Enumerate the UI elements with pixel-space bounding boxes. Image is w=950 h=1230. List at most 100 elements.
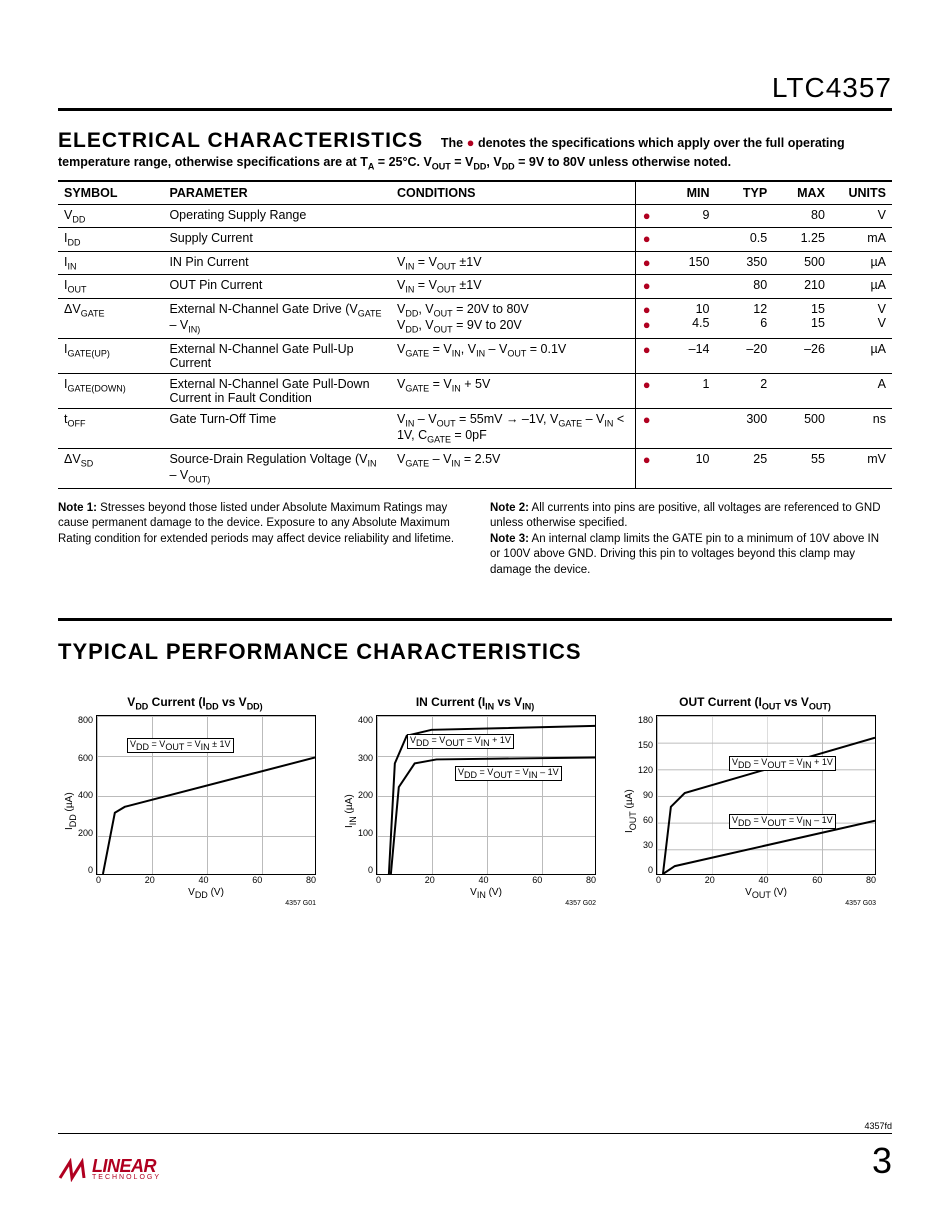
chart-ylabel: IIN (µA) bbox=[342, 715, 358, 907]
chart-xlabel: VDD (V) bbox=[96, 887, 316, 900]
chart-xlabel: VIN (V) bbox=[376, 887, 596, 900]
spec-row: IGATE(DOWN)External N-Channel Gate Pull-… bbox=[58, 373, 892, 408]
spec-cell: –26 bbox=[773, 338, 831, 373]
spec-cell: ● bbox=[635, 338, 658, 373]
chart: VDD Current (IDD vs VDD) IDD (µA) 800600… bbox=[62, 695, 328, 907]
spec-row: tOFFGate Turn-Off TimeVIN – VOUT = 55mV … bbox=[58, 408, 892, 448]
spec-col-header: MAX bbox=[773, 181, 831, 205]
spec-cell: ● bbox=[635, 251, 658, 275]
spec-cell: ns bbox=[831, 408, 892, 448]
spec-cell: ΔVGATE bbox=[58, 298, 163, 338]
notes-col-right: Note 2: All currents into pins are posit… bbox=[490, 501, 892, 579]
notes-col-left: Note 1: Stresses beyond those listed und… bbox=[58, 501, 460, 579]
spec-cell: –14 bbox=[658, 338, 716, 373]
note3-label: Note 3: bbox=[490, 533, 529, 545]
spec-cell bbox=[658, 408, 716, 448]
spec-cell: 500 bbox=[773, 251, 831, 275]
spec-col-header: MIN bbox=[658, 181, 716, 205]
note1-text: Stresses beyond those listed under Absol… bbox=[58, 502, 454, 545]
spec-row: ΔVGATEExternal N-Channel Gate Drive (VGA… bbox=[58, 298, 892, 338]
spec-cell: Operating Supply Range bbox=[163, 204, 391, 228]
spec-cell: 104.5 bbox=[658, 298, 716, 338]
spec-cell: IN Pin Current bbox=[163, 251, 391, 275]
chart-code: 4357 G03 bbox=[656, 900, 876, 907]
page-number: 3 bbox=[872, 1140, 892, 1182]
spec-cell: VIN = VOUT ±1V bbox=[391, 251, 635, 275]
spec-col-header: PARAMETER bbox=[163, 181, 391, 205]
spec-row: IOUTOUT Pin CurrentVIN = VOUT ±1V●80210µ… bbox=[58, 275, 892, 299]
spec-cell: 210 bbox=[773, 275, 831, 299]
spec-cell: VDD, VOUT = 20V to 80VVDD, VOUT = 9V to … bbox=[391, 298, 635, 338]
note3-text: An internal clamp limits the GATE pin to… bbox=[490, 533, 879, 576]
header-rule bbox=[58, 108, 892, 111]
spec-cell: µA bbox=[831, 338, 892, 373]
spec-cell: µA bbox=[831, 251, 892, 275]
note2-label: Note 2: bbox=[490, 502, 529, 514]
note-post: denotes the specifications which apply o… bbox=[474, 136, 844, 150]
section2-title: TYPICAL PERFORMANCE CHARACTERISTICS bbox=[58, 639, 892, 665]
spec-cell: 350 bbox=[715, 251, 773, 275]
spec-cell: ΔVSD bbox=[58, 448, 163, 488]
spec-cell bbox=[658, 228, 716, 252]
spec-cell: ● bbox=[635, 228, 658, 252]
spec-col-header: SYMBOL bbox=[58, 181, 163, 205]
spec-cell: –20 bbox=[715, 338, 773, 373]
spec-row: VDDOperating Supply Range●980V bbox=[58, 204, 892, 228]
spec-cell: External N-Channel Gate Drive (VGATE – V… bbox=[163, 298, 391, 338]
spec-cell: VV bbox=[831, 298, 892, 338]
spec-row: ΔVSDSource-Drain Regulation Voltage (VIN… bbox=[58, 448, 892, 488]
spec-cell: VGATE = VIN, VIN – VOUT = 0.1V bbox=[391, 338, 635, 373]
spec-cell bbox=[391, 228, 635, 252]
spec-row: IININ Pin CurrentVIN = VOUT ±1V●15035050… bbox=[58, 251, 892, 275]
section2: TYPICAL PERFORMANCE CHARACTERISTICS VDD … bbox=[58, 618, 892, 907]
note1-label: Note 1: bbox=[58, 502, 97, 514]
spec-cell: 0.5 bbox=[715, 228, 773, 252]
note-pre: The bbox=[441, 136, 467, 150]
spec-cell: OUT Pin Current bbox=[163, 275, 391, 299]
spec-cell: 1.25 bbox=[773, 228, 831, 252]
chart-yticks: 4003002001000 bbox=[358, 715, 376, 875]
spec-cell: 1515 bbox=[773, 298, 831, 338]
spec-cell: 80 bbox=[715, 275, 773, 299]
charts-row: VDD Current (IDD vs VDD) IDD (µA) 800600… bbox=[58, 695, 892, 907]
chart-yticks: 1801501209060300 bbox=[638, 715, 656, 875]
spec-cell: V bbox=[831, 204, 892, 228]
spec-cell: mV bbox=[831, 448, 892, 488]
spec-cell: 126 bbox=[715, 298, 773, 338]
spec-cell: ●● bbox=[635, 298, 658, 338]
spec-cell: External N-Channel Gate Pull-Down Curren… bbox=[163, 373, 391, 408]
chart-code: 4357 G01 bbox=[96, 900, 316, 907]
chart: IN Current (IIN vs VIN) IIN (µA) 4003002… bbox=[342, 695, 608, 907]
spec-col-header bbox=[635, 181, 658, 205]
spec-cell: VGATE = VIN + 5V bbox=[391, 373, 635, 408]
spec-cell bbox=[658, 275, 716, 299]
spec-cell: ● bbox=[635, 204, 658, 228]
spec-cell: 55 bbox=[773, 448, 831, 488]
spec-cell: tOFF bbox=[58, 408, 163, 448]
logo-subtext: TECHNOLOGY bbox=[92, 1174, 161, 1181]
spec-cell: 9 bbox=[658, 204, 716, 228]
logo-text: LINEAR bbox=[92, 1159, 161, 1173]
chart-xticks: 020406080 bbox=[656, 875, 876, 885]
spec-cell: mA bbox=[831, 228, 892, 252]
spec-cell: External N-Channel Gate Pull-Up Current bbox=[163, 338, 391, 373]
chart-title: OUT Current (IOUT vs VOUT) bbox=[622, 695, 888, 711]
chart-ylabel: IOUT (µA) bbox=[622, 715, 638, 907]
spec-cell: Supply Current bbox=[163, 228, 391, 252]
part-number: LTC4357 bbox=[58, 72, 892, 104]
section1-subnote: temperature range, otherwise specificati… bbox=[58, 155, 892, 172]
chart-xlabel: VOUT (V) bbox=[656, 887, 876, 900]
section1-note: The ● denotes the specifications which a… bbox=[441, 136, 845, 150]
spec-cell: 1 bbox=[658, 373, 716, 408]
spec-cell: 10 bbox=[658, 448, 716, 488]
chart-plot: VDD = VOUT = VIN + 1VVDD = VOUT = VIN – … bbox=[376, 715, 596, 875]
spec-cell: 150 bbox=[658, 251, 716, 275]
spec-cell bbox=[715, 204, 773, 228]
spec-cell: Source-Drain Regulation Voltage (VIN – V… bbox=[163, 448, 391, 488]
logo: LINEAR TECHNOLOGY bbox=[58, 1158, 161, 1182]
spec-cell: 300 bbox=[715, 408, 773, 448]
spec-cell: IOUT bbox=[58, 275, 163, 299]
spec-cell: µA bbox=[831, 275, 892, 299]
spec-cell: IGATE(DOWN) bbox=[58, 373, 163, 408]
spec-row: IGATE(UP)External N-Channel Gate Pull-Up… bbox=[58, 338, 892, 373]
